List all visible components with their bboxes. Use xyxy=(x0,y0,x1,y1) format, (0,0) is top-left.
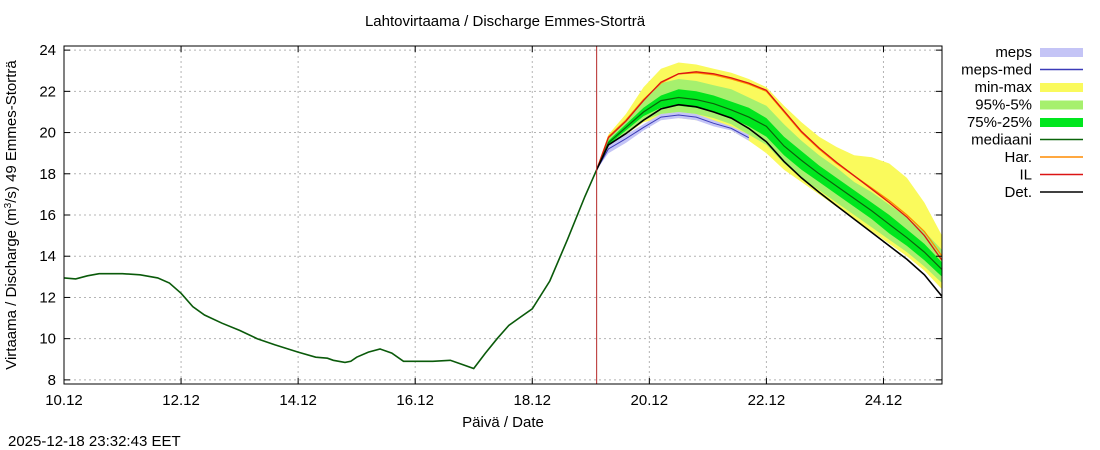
legend-label-minmax: min-max xyxy=(974,79,1032,96)
legend-label-il: IL xyxy=(1019,167,1032,184)
y-axis-label-superscript: 3 xyxy=(3,202,14,208)
meps-med-line xyxy=(596,114,750,170)
meps-band xyxy=(596,112,749,170)
x-axis-ticks: 10.12 12.12 14.12 16.12 18.12 20.12 22.12 24.12 xyxy=(45,46,902,409)
legend-label-meps: meps xyxy=(995,44,1032,61)
p95-5-band xyxy=(596,79,942,283)
legend-label-median: mediaani xyxy=(971,132,1032,149)
il-line xyxy=(596,71,943,261)
y-tick-label: 18 xyxy=(39,166,56,183)
y-tick-label: 14 xyxy=(39,248,56,265)
x-axis-label: Päivä / Date xyxy=(462,414,544,431)
y-tick-label: 8 xyxy=(48,372,56,389)
x-tick-label: 14.12 xyxy=(279,392,317,409)
legend: mepsmeps-medmin-max95%-5%75%-25%mediaani… xyxy=(961,44,1083,201)
timestamp: 2025-12-18 23:32:43 EET xyxy=(8,433,181,450)
y-axis-label: Virtaama / Discharge (m3/s) 49 Emmes-Sto… xyxy=(3,60,20,370)
observed-line xyxy=(63,169,598,370)
y-tick-label: 22 xyxy=(39,83,56,100)
y-tick-label: 24 xyxy=(39,42,56,59)
median-line xyxy=(596,96,943,271)
y-tick-label: 12 xyxy=(39,289,56,306)
legend-label-p75_25: 75%-25% xyxy=(967,114,1032,131)
x-tick-label: 22.12 xyxy=(748,392,786,409)
legend-label-har: Har. xyxy=(1004,149,1032,166)
legend-label-det: Det. xyxy=(1004,184,1032,201)
legend-label-p95_5: 95%-5% xyxy=(975,97,1032,114)
x-tick-label: 12.12 xyxy=(162,392,200,409)
x-tick-label: 16.12 xyxy=(396,392,434,409)
legend-swatch-p75_25 xyxy=(1040,118,1083,127)
y-tick-label: 16 xyxy=(39,207,56,224)
x-tick-label: 18.12 xyxy=(513,392,551,409)
grid-lines xyxy=(63,46,942,384)
x-tick-label: 20.12 xyxy=(631,392,669,409)
series-lines xyxy=(63,46,943,384)
chart-title: Lahtovirtaama / Discharge Emmes-Storträ xyxy=(365,13,646,30)
legend-swatch-p95_5 xyxy=(1040,100,1083,110)
legend-label-meps_med: meps-med xyxy=(961,62,1032,79)
y-axis-label-part-1: Virtaama / Discharge (m xyxy=(3,208,20,369)
x-tick-label: 10.12 xyxy=(45,392,83,409)
legend-swatch-meps xyxy=(1040,48,1083,57)
minmax-band xyxy=(596,62,942,290)
x-tick-label: 24.12 xyxy=(865,392,903,409)
y-tick-label: 10 xyxy=(39,331,56,348)
y-axis-ticks: 8 10 12 14 16 18 20 22 24 xyxy=(39,42,942,389)
legend-swatch-minmax xyxy=(1040,83,1083,92)
det-line xyxy=(595,103,943,297)
forecast-bands xyxy=(596,62,942,290)
y-tick-label: 20 xyxy=(39,125,56,142)
p75-25-band xyxy=(596,89,942,277)
y-axis-label-part-2: /s) 49 Emmes-Storträ xyxy=(3,60,20,203)
